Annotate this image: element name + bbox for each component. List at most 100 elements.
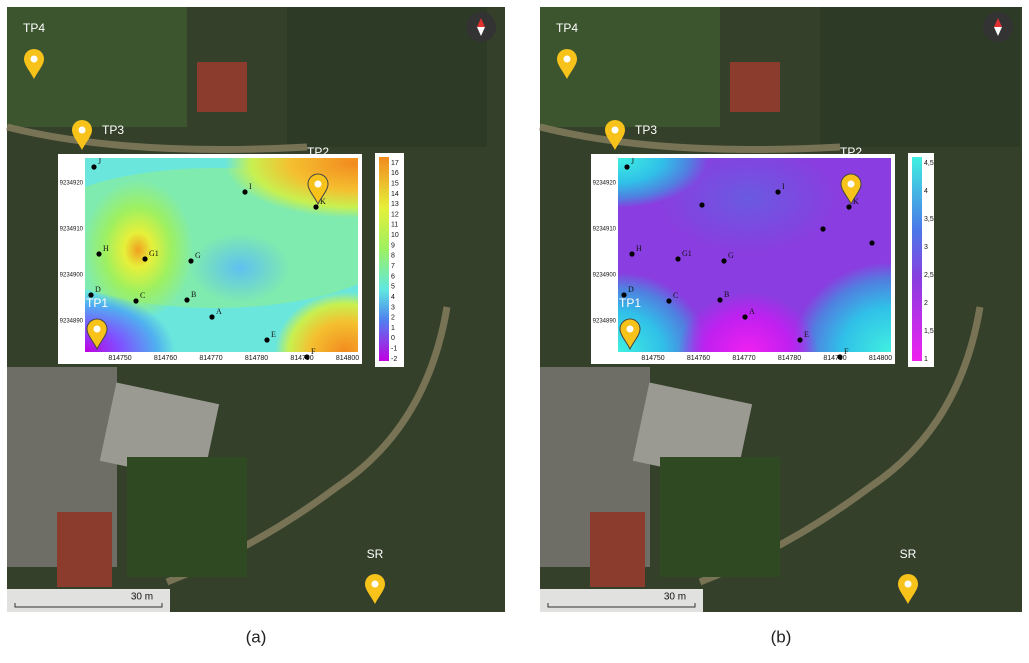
colorbar-label: 4 <box>924 188 928 195</box>
figure: JIKHG1GDCBAEF814750814760814770814780814… <box>0 0 1029 658</box>
colorbar-label: 2 <box>391 315 395 322</box>
x-tick-label: 814790 <box>290 355 313 362</box>
colorbar-label: 11 <box>391 222 398 229</box>
sample-point <box>742 314 747 319</box>
point-label: H <box>103 244 109 253</box>
y-tick-label: 9234920 <box>593 181 617 187</box>
sample-point <box>797 337 802 342</box>
colorbar-label: 15 <box>391 180 399 187</box>
colorbar-label: 1,5 <box>924 328 934 335</box>
marker-dot <box>94 326 101 333</box>
x-tick-label: 814760 <box>154 355 177 362</box>
field <box>127 457 247 577</box>
colorbar-label: 2 <box>924 300 928 307</box>
x-tick-label: 814800 <box>336 355 359 362</box>
colorbar-label: 3,5 <box>924 216 934 223</box>
field <box>287 7 487 147</box>
x-tick-label: 814780 <box>245 355 268 362</box>
point-label: G1 <box>682 249 692 258</box>
scale-label: 30 m <box>664 592 686 603</box>
marker-label: TP4 <box>556 21 578 35</box>
sample-point <box>91 164 96 169</box>
point-label: I <box>782 182 785 191</box>
colorbar-label: 3 <box>924 244 928 251</box>
colorbar-label: 12 <box>391 211 399 218</box>
marker-dot <box>627 326 634 333</box>
roof <box>590 512 645 587</box>
marker-dot <box>848 181 855 188</box>
y-tick-label: 9234910 <box>60 227 84 233</box>
marker-dot <box>612 127 619 134</box>
y-tick-label: 9234890 <box>593 319 617 325</box>
sample-point <box>264 337 269 342</box>
x-tick-label: 814750 <box>641 355 664 362</box>
marker-label: SR <box>367 547 384 561</box>
x-tick-label: 814770 <box>732 355 755 362</box>
y-tick-label: 9234910 <box>593 227 617 233</box>
sample-point <box>624 164 629 169</box>
colorbar-label: 8 <box>391 253 395 260</box>
sample-point <box>184 297 189 302</box>
sample-point <box>242 189 247 194</box>
contour <box>190 233 290 303</box>
marker-label: TP1 <box>86 296 108 310</box>
point-label: G <box>728 251 734 260</box>
roof <box>57 512 112 587</box>
marker-dot <box>79 127 86 134</box>
y-tick-label: 9234900 <box>593 273 617 279</box>
sample-point <box>142 256 147 261</box>
marker-dot <box>905 581 912 588</box>
marker-label: TP4 <box>23 21 45 35</box>
colorbar-label: 0 <box>391 335 395 342</box>
point-label: A <box>749 307 755 316</box>
point-label: J <box>98 157 101 166</box>
sample-point <box>721 258 726 263</box>
colorbar-label: -1 <box>391 346 397 353</box>
colorbar-label: 1 <box>924 356 928 363</box>
marker-dot <box>31 56 38 63</box>
sample-point <box>820 226 825 231</box>
sample-point <box>313 204 318 209</box>
scale-label: 30 m <box>131 592 153 603</box>
colorbar-label: 3 <box>391 304 395 311</box>
point-label: G1 <box>149 249 159 258</box>
marker-label: TP3 <box>635 123 657 137</box>
point-label: H <box>636 244 642 253</box>
colorbar-label: -2 <box>391 356 397 363</box>
marker-label: TP2 <box>840 145 862 159</box>
marker-label: TP2 <box>307 145 329 159</box>
colorbar-label: 4 <box>391 294 395 301</box>
point-label: C <box>140 291 145 300</box>
colorbar-label: 7 <box>391 263 395 270</box>
point-label: D <box>95 285 101 294</box>
marker-dot <box>564 56 571 63</box>
point-label: J <box>631 157 634 166</box>
y-tick-label: 9234900 <box>60 273 84 279</box>
x-tick-label: 814780 <box>778 355 801 362</box>
sample-point <box>699 202 704 207</box>
map-panel: JIKHG1GDCBAEF814750814760814770814780814… <box>528 7 1022 612</box>
colorbar-label: 2,5 <box>924 272 934 279</box>
sample-point <box>96 251 101 256</box>
marker-label: TP3 <box>102 123 124 137</box>
colorbar-label: 9 <box>391 242 395 249</box>
colorbar <box>379 157 389 361</box>
x-tick-label: 814760 <box>687 355 710 362</box>
colorbar-label: 13 <box>391 201 399 208</box>
sample-point <box>188 258 193 263</box>
point-label: I <box>249 182 252 191</box>
x-tick-label: 814790 <box>823 355 846 362</box>
marker-dot <box>315 181 322 188</box>
sample-point <box>629 251 634 256</box>
field <box>660 457 780 577</box>
colorbar <box>912 157 922 361</box>
point-label: A <box>216 307 222 316</box>
sample-point <box>133 298 138 303</box>
sample-point <box>775 189 780 194</box>
x-tick-label: 814750 <box>108 355 131 362</box>
x-tick-label: 814800 <box>869 355 892 362</box>
panel-caption: (a) <box>246 627 267 646</box>
roof <box>730 62 780 112</box>
colorbar-label: 5 <box>391 284 395 291</box>
